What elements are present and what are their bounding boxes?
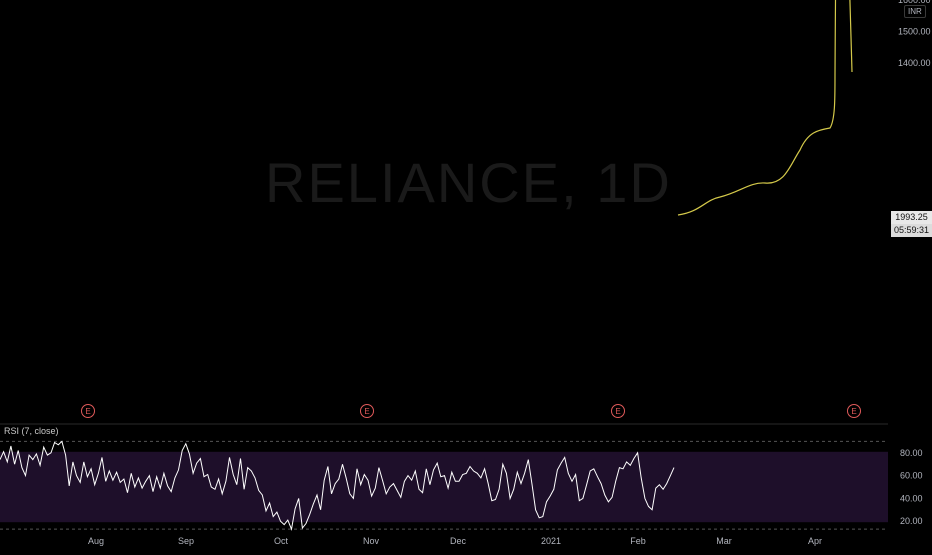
time-tick-label: Oct: [274, 536, 289, 546]
earnings-marker-circle: [81, 404, 95, 418]
price-projection-path: [677, 0, 853, 216]
earnings-marker-circle: [847, 404, 861, 418]
last-price-badge: 1993.25: [891, 211, 932, 224]
rsi-tick-label: 60.00: [900, 471, 923, 481]
price-tick-label: 1600.00: [898, 0, 931, 5]
bar-countdown-badge: 05:59:31: [891, 224, 932, 237]
currency-label[interactable]: INR: [904, 5, 926, 18]
rsi-line: [0, 440, 675, 531]
time-tick-label: Sep: [178, 536, 194, 546]
rsi-legend[interactable]: RSI (7, close): [4, 426, 59, 436]
time-tick-label: Apr: [808, 536, 822, 546]
earnings-marker-circle: [360, 404, 374, 418]
earnings-marker: E: [847, 404, 861, 418]
time-tick-label: Feb: [630, 536, 646, 546]
rsi-tick-label: 20.00: [900, 516, 923, 526]
price-tick-label: 1500.00: [898, 27, 931, 37]
time-tick-label: Aug: [88, 536, 104, 546]
rsi-band: [0, 451, 888, 523]
earnings-marker: E: [611, 404, 625, 418]
rsi-tick-label: 80.00: [900, 448, 923, 458]
earnings-marker-label: E: [364, 407, 369, 416]
earnings-marker-circle: [611, 404, 625, 418]
earnings-marker-label: E: [85, 407, 90, 416]
time-tick-label: 2021: [541, 536, 561, 546]
earnings-marker-label: E: [615, 407, 620, 416]
earnings-marker-label: E: [851, 407, 856, 416]
earnings-marker: E: [81, 404, 95, 418]
price-tick-label: 1400.00: [898, 58, 931, 68]
earnings-marker: E: [360, 404, 374, 418]
time-tick-label: Nov: [363, 536, 380, 546]
time-tick-label: Dec: [450, 536, 467, 546]
rsi-tick-label: 40.00: [900, 493, 923, 503]
time-tick-label: Mar: [716, 536, 732, 546]
